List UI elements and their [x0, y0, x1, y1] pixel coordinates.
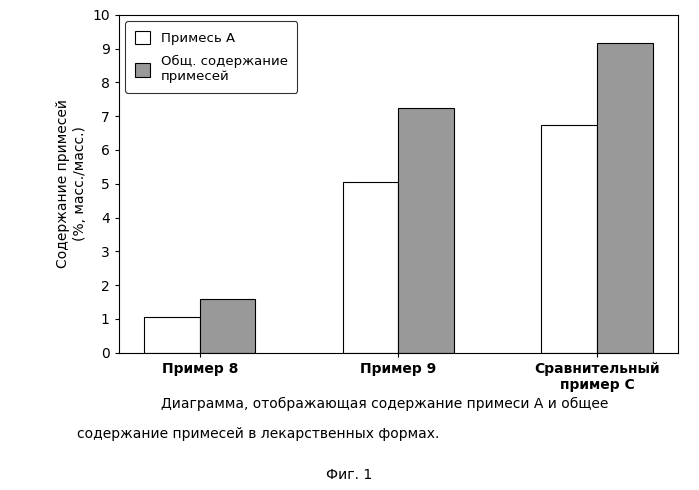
Text: Диаграмма, отображающая содержание примеси А и общее: Диаграмма, отображающая содержание приме…: [161, 397, 608, 411]
Bar: [597, 44, 653, 353]
Y-axis label: Содержание примесей
(%, масс./масс.): Содержание примесей (%, масс./масс.): [57, 99, 87, 268]
Text: Фиг. 1: Фиг. 1: [326, 468, 373, 482]
Legend: Примесь А, Общ. содержание
примесей: Примесь А, Общ. содержание примесей: [125, 21, 297, 93]
Bar: [200, 299, 255, 353]
Bar: [398, 108, 454, 353]
Bar: [542, 124, 597, 353]
Text: содержание примесей в лекарственных формах.: содержание примесей в лекарственных форм…: [78, 427, 440, 441]
Bar: [343, 182, 398, 353]
Bar: [144, 318, 200, 353]
